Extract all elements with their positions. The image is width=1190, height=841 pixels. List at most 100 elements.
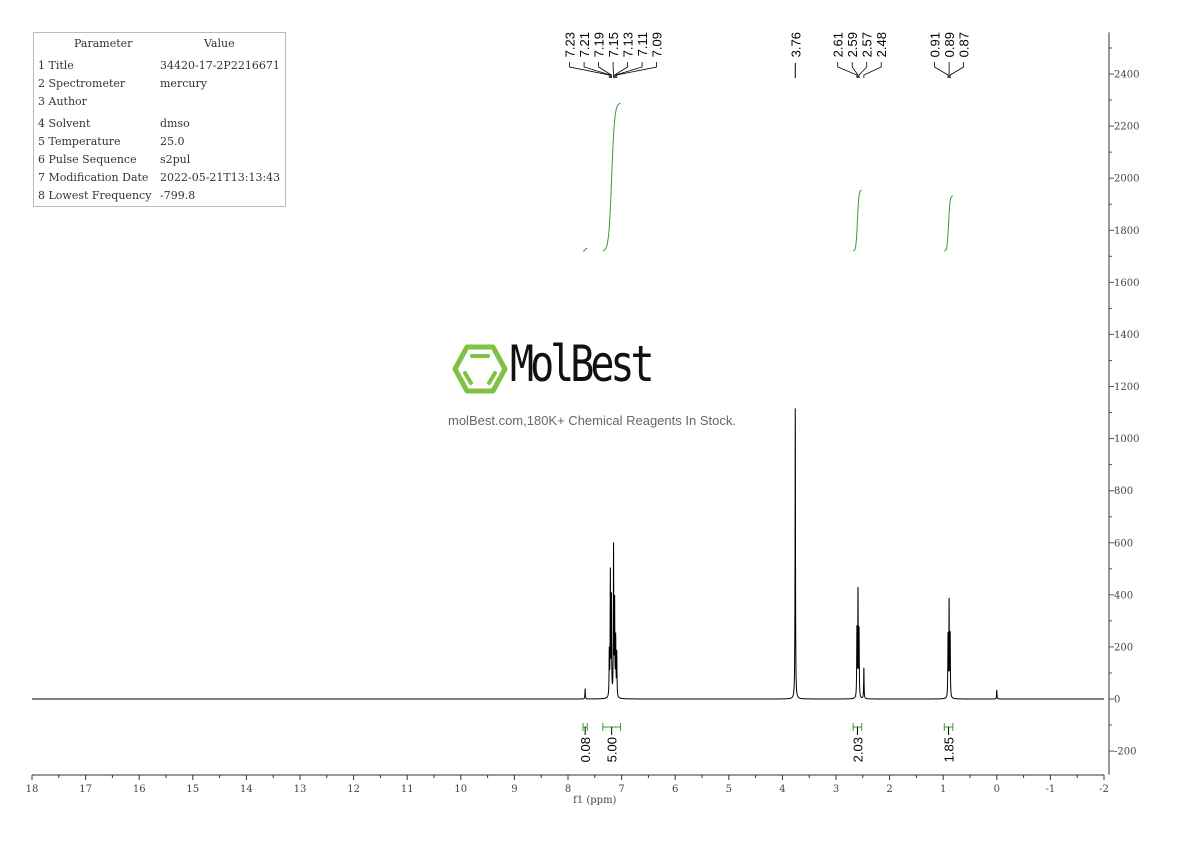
- x-tick-label: 5: [726, 784, 732, 795]
- integral-curve: [602, 102, 621, 252]
- peak-label-leader: [583, 62, 611, 78]
- param-name: 5 Temperature: [38, 135, 121, 148]
- param-row: 5 Temperature 25.0: [38, 135, 185, 148]
- param-value: 2022-05-21T13:13:43: [160, 171, 281, 184]
- peak-label: 7.15: [606, 32, 621, 57]
- y-tick-label: 1200: [1114, 382, 1139, 393]
- peak-label-leader: [837, 62, 858, 78]
- peak-label: 7.23: [563, 32, 578, 57]
- peak-label: 2.48: [874, 32, 889, 57]
- parameter-table: Parameter Value 1 Title 34420-17-2P2216671…: [33, 32, 286, 207]
- integral-curve: [582, 248, 588, 252]
- x-tick-label: 18: [26, 784, 39, 795]
- x-tick-label: 9: [511, 784, 517, 795]
- peak-label: 2.57: [860, 32, 875, 57]
- param-name: 1 Title: [38, 59, 74, 72]
- peak-label: 2.59: [845, 32, 860, 57]
- x-tick-label: 12: [347, 784, 360, 795]
- param-header: Parameter Value: [74, 37, 235, 50]
- spectrum-line: [32, 408, 1104, 700]
- peak-label: 2.61: [831, 32, 846, 57]
- x-axis-label: f1 (ppm): [573, 795, 616, 806]
- x-tick-label: 14: [240, 784, 253, 795]
- x-tick-label: 3: [833, 784, 839, 795]
- integral-curve: [853, 189, 862, 252]
- param-row: 4 Solvent dmso: [38, 117, 190, 130]
- x-tick-label: 0: [994, 784, 1000, 795]
- y-tick-label: 1000: [1114, 434, 1139, 445]
- peak-label-leader: [598, 62, 612, 78]
- benzene-logo-icon: [452, 344, 508, 394]
- peak-label: 7.11: [635, 32, 650, 56]
- peak-label-group: 0.91 0.89 0.87: [928, 32, 972, 78]
- x-tick-label: 11: [401, 784, 414, 795]
- param-row: 8 Lowest Frequency -799.8: [38, 189, 195, 202]
- param-row: 6 Pulse Sequence s2pul: [38, 153, 190, 166]
- peak-label-leader: [614, 62, 629, 78]
- x-tick-label: 15: [186, 784, 199, 795]
- peak-label: 0.87: [957, 32, 972, 57]
- y-tick-label: 800: [1114, 486, 1133, 497]
- x-tick-label: 1: [940, 784, 946, 795]
- peak-label-leader: [858, 62, 868, 78]
- param-value: s2pul: [160, 153, 191, 166]
- param-name: 3 Author: [38, 95, 87, 108]
- param-value: dmso: [160, 117, 190, 130]
- peak-label: 7.13: [621, 32, 636, 57]
- x-tick-label: -1: [1046, 784, 1056, 795]
- peak-label: 0.91: [928, 32, 943, 57]
- y-tick-label: 2000: [1114, 174, 1139, 185]
- peak-label-leader: [851, 62, 859, 78]
- peak-label-group: 7.23 7.21 7.19 7.15 7.13 7.11 7.09: [563, 32, 665, 78]
- param-header-value: Value: [204, 37, 235, 50]
- peak-label: 7.21: [577, 32, 592, 57]
- y-tick-label: 400: [1114, 590, 1133, 601]
- y-tick-label: 1800: [1114, 226, 1139, 237]
- param-value: 25.0: [160, 135, 185, 148]
- peak-label: 7.09: [650, 32, 665, 57]
- peak-label-leader: [934, 62, 949, 78]
- logo-brand-text: MolBest: [510, 335, 655, 393]
- x-tick-label: 6: [672, 784, 678, 795]
- x-tick-label: 4: [779, 784, 785, 795]
- peak-label-group: 3.76: [788, 32, 803, 78]
- param-name: 4 Solvent: [38, 117, 91, 130]
- param-value: 34420-17-2P2216671: [160, 59, 280, 72]
- integral-1: 5.00: [602, 102, 622, 762]
- param-value: mercury: [160, 77, 207, 90]
- peak-label: 3.76: [788, 32, 803, 57]
- x-tick-label: 8: [565, 784, 571, 795]
- peak-label: 0.89: [942, 32, 957, 57]
- peak-label-leader: [569, 62, 610, 78]
- integral-value: 1.85: [942, 737, 957, 762]
- y-tick-label: 1600: [1114, 278, 1139, 289]
- param-name: 7 Modification Date: [38, 171, 149, 184]
- integral-value: 0.08: [578, 737, 593, 762]
- param-value: -799.8: [160, 189, 196, 202]
- param-row: 7 Modification Date 2022-05-21T13:13:43: [38, 171, 280, 184]
- peak-label-leader: [615, 62, 643, 78]
- y-tick-label: 1400: [1114, 330, 1139, 341]
- x-tick-label: -2: [1099, 784, 1109, 795]
- integral-value: 2.03: [850, 737, 865, 762]
- y-tick-label: -200: [1114, 747, 1136, 758]
- peak-label: 7.19: [592, 32, 607, 57]
- molbest-logo: MolBest: [452, 335, 672, 398]
- x-tick-label: 13: [294, 784, 307, 795]
- integral-curve: [944, 195, 953, 252]
- integral-value: 5.00: [605, 737, 620, 762]
- integral-3: 1.85: [942, 195, 957, 762]
- watermark-tagline: molBest.com,180K+ Chemical Reagents In S…: [448, 413, 736, 428]
- param-header-parameter: Parameter: [74, 37, 133, 50]
- x-tick-label: 7: [618, 784, 624, 795]
- param-name: 6 Pulse Sequence: [38, 153, 137, 166]
- param-name: 2 Spectrometer: [38, 77, 126, 90]
- y-tick-label: 600: [1114, 538, 1133, 549]
- param-row: 2 Spectrometer mercury: [38, 77, 207, 90]
- y-tick-label: 0: [1114, 695, 1120, 706]
- integral-2: 2.03: [850, 189, 865, 762]
- peak-label-leader: [863, 62, 882, 78]
- peak-label-leader: [616, 62, 658, 78]
- x-tick-label: 16: [133, 784, 146, 795]
